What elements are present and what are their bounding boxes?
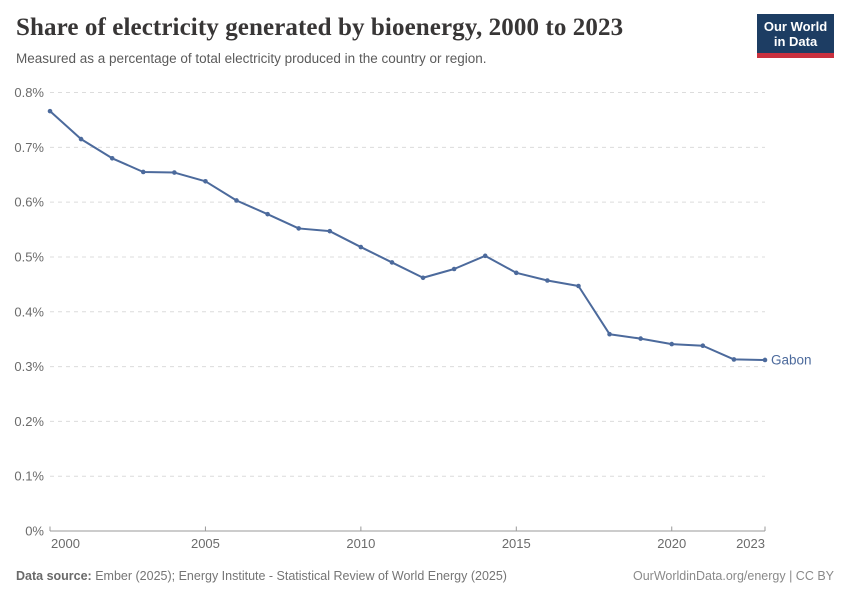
data-point-marker[interactable] xyxy=(607,331,612,337)
data-point-marker[interactable] xyxy=(203,178,208,184)
series-entity-label[interactable]: Gabon xyxy=(771,352,812,367)
y-axis-tick-label: 0.3% xyxy=(14,359,44,374)
x-axis-tick-label: 2023 xyxy=(736,536,765,551)
chart-title: Share of electricity generated by bioene… xyxy=(16,14,624,41)
y-axis-tick-label: 0.7% xyxy=(14,140,44,155)
x-axis-tick-label: 2005 xyxy=(191,536,220,551)
chart-header: Share of electricity generated by bioene… xyxy=(16,13,740,67)
data-source-text: Ember (2025); Energy Institute - Statist… xyxy=(95,569,507,583)
y-axis-tick-label: 0.4% xyxy=(14,304,44,319)
y-axis-tick-label: 0% xyxy=(25,524,44,539)
logo-accent-bar xyxy=(757,53,834,58)
data-point-marker[interactable] xyxy=(47,108,53,114)
data-source-note: Data source: Ember (2025); Energy Instit… xyxy=(16,568,507,584)
data-point-marker[interactable] xyxy=(482,253,488,259)
data-point-marker[interactable] xyxy=(327,228,333,234)
owid-logo-box: Our World in Data xyxy=(757,14,834,53)
data-point-marker[interactable] xyxy=(109,155,115,161)
series-line xyxy=(49,110,766,361)
owid-logo: Our World in Data xyxy=(757,14,834,58)
chart-footer: Data source: Ember (2025); Energy Instit… xyxy=(16,568,834,584)
data-point-marker[interactable] xyxy=(576,283,581,289)
x-axis-tick-label: 2010 xyxy=(346,536,375,551)
owid-logo-line1: Our World xyxy=(763,19,828,34)
y-axis-tick-label: 0.6% xyxy=(14,195,44,210)
y-axis-tick-label: 0.1% xyxy=(14,469,44,484)
data-point-marker[interactable] xyxy=(638,336,643,341)
data-point-marker[interactable] xyxy=(358,244,364,250)
data-source-label: Data source: xyxy=(16,569,92,583)
owid-logo-line2: in Data xyxy=(773,34,818,49)
data-point-marker[interactable] xyxy=(265,211,270,217)
data-point-marker[interactable] xyxy=(389,260,395,265)
credit-link[interactable]: OurWorldinData.org/energy | CC BY xyxy=(632,569,834,583)
data-point-marker[interactable] xyxy=(420,275,426,281)
y-axis-tick-label: 0.8% xyxy=(14,85,44,100)
data-point-marker[interactable] xyxy=(234,198,239,203)
data-point-marker[interactable] xyxy=(140,169,146,175)
data-point-marker[interactable] xyxy=(296,226,301,231)
data-point-marker[interactable] xyxy=(451,266,457,272)
x-axis-tick-label: 2020 xyxy=(657,536,686,551)
x-axis-tick-label: 2015 xyxy=(502,536,531,551)
data-point-marker[interactable] xyxy=(700,343,706,349)
data-point-marker[interactable] xyxy=(669,341,675,347)
data-point-marker[interactable] xyxy=(514,270,519,276)
chart-subtitle: Measured as a percentage of total electr… xyxy=(16,51,487,66)
data-point-marker[interactable] xyxy=(762,357,768,363)
x-axis-tick-label: 2000 xyxy=(51,536,80,551)
y-axis-tick-label: 0.2% xyxy=(14,414,44,429)
data-point-marker[interactable] xyxy=(78,136,84,142)
y-axis-tick-label: 0.5% xyxy=(14,249,44,264)
data-point-marker[interactable] xyxy=(172,170,177,175)
data-point-marker[interactable] xyxy=(545,278,550,283)
data-point-marker[interactable] xyxy=(731,357,737,362)
